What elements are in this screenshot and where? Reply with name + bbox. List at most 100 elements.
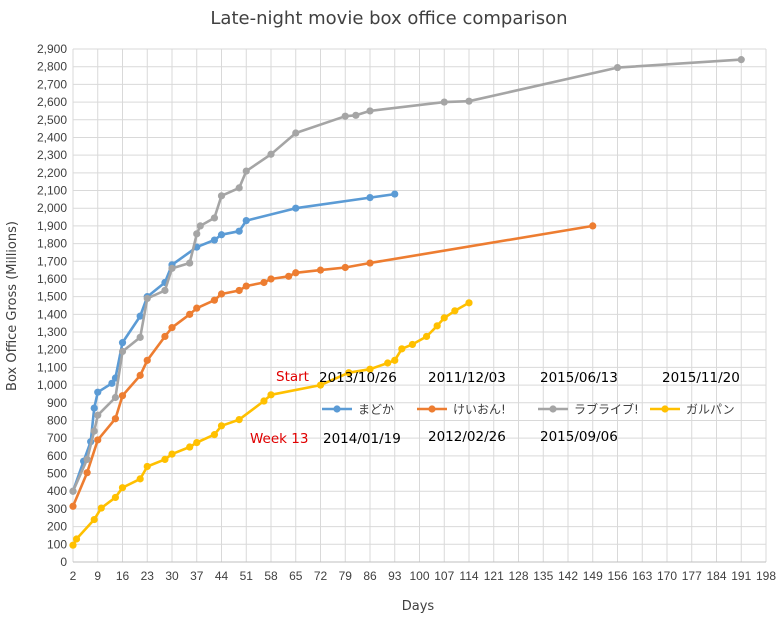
data-point bbox=[242, 282, 250, 290]
data-point bbox=[465, 299, 473, 307]
y-tick-label: 2,000 bbox=[37, 201, 67, 215]
data-point bbox=[94, 388, 102, 396]
gridlines bbox=[72, 48, 767, 563]
data-point bbox=[217, 422, 226, 430]
data-point bbox=[210, 296, 219, 304]
data-point bbox=[168, 450, 176, 458]
data-point bbox=[366, 259, 374, 267]
chart-title: Late-night movie box office comparison bbox=[210, 8, 567, 29]
legend-label: まどか bbox=[358, 403, 394, 417]
y-axis-ticks: 0 100 200 300 400 500 600 700 800 900 1,000 1,100 1,… bbox=[37, 42, 67, 569]
y-tick-label: 500 bbox=[47, 467, 67, 481]
legend-marker bbox=[549, 405, 557, 413]
x-tick-label: 44 bbox=[215, 569, 229, 583]
data-point bbox=[260, 278, 268, 287]
data-point bbox=[267, 150, 275, 158]
y-tick-label: 1,300 bbox=[37, 325, 67, 339]
data-point bbox=[210, 236, 219, 244]
data-point bbox=[391, 356, 399, 364]
data-point bbox=[384, 359, 392, 367]
series-group bbox=[69, 56, 745, 549]
start-date-madoka: 2013/10/26 bbox=[319, 370, 397, 386]
y-tick-label: 2,300 bbox=[37, 148, 67, 162]
x-tick-label: 9 bbox=[94, 569, 101, 583]
y-tick-label: 1,000 bbox=[37, 378, 67, 392]
x-tick-label: 135 bbox=[533, 569, 553, 583]
data-point bbox=[69, 502, 77, 510]
start-date-keion: 2011/12/03 bbox=[428, 370, 506, 386]
y-tick-label: 1,200 bbox=[37, 343, 67, 357]
data-point bbox=[193, 304, 201, 312]
y-tick-label: 900 bbox=[47, 396, 67, 410]
data-point bbox=[143, 462, 151, 471]
data-point bbox=[217, 290, 226, 298]
data-point bbox=[111, 393, 120, 402]
data-point bbox=[118, 484, 127, 492]
legend-label: けいおん! bbox=[453, 403, 506, 417]
data-point bbox=[217, 231, 226, 239]
x-tick-label: 16 bbox=[116, 569, 130, 583]
series-0 bbox=[69, 190, 399, 495]
data-point bbox=[366, 193, 374, 202]
data-point bbox=[161, 455, 169, 463]
data-point bbox=[186, 443, 194, 451]
x-tick-label: 177 bbox=[682, 569, 702, 583]
data-point bbox=[90, 404, 98, 412]
data-point bbox=[235, 227, 243, 235]
x-tick-label: 191 bbox=[731, 569, 751, 583]
x-axis-ticks: 2 9 16 23 30 37 44 51 58 65 72 79 86 93 100 107 114 121 12… bbox=[70, 569, 777, 583]
x-tick-label: 184 bbox=[706, 569, 726, 583]
data-point bbox=[235, 286, 243, 295]
data-point bbox=[398, 345, 406, 353]
data-point bbox=[737, 56, 745, 64]
x-tick-label: 149 bbox=[583, 569, 603, 583]
data-point bbox=[69, 487, 77, 495]
data-point bbox=[136, 371, 144, 379]
data-point bbox=[69, 541, 77, 549]
x-tick-label: 121 bbox=[484, 569, 504, 583]
data-point bbox=[341, 112, 349, 120]
data-point bbox=[161, 332, 169, 341]
data-point bbox=[97, 504, 105, 512]
data-point bbox=[242, 216, 250, 225]
data-point bbox=[136, 312, 144, 320]
data-point bbox=[440, 314, 448, 322]
y-tick-label: 300 bbox=[47, 502, 67, 516]
data-point bbox=[267, 391, 275, 399]
y-tick-label: 800 bbox=[47, 413, 67, 427]
series-3 bbox=[69, 299, 473, 549]
week13-label: Week 13 bbox=[250, 431, 308, 447]
data-point bbox=[90, 427, 98, 435]
y-tick-label: 600 bbox=[47, 449, 67, 463]
x-tick-label: 30 bbox=[165, 569, 179, 583]
data-point bbox=[391, 190, 399, 198]
x-tick-label: 58 bbox=[264, 569, 278, 583]
data-point bbox=[136, 475, 144, 483]
data-point bbox=[136, 333, 144, 341]
x-tick-label: 100 bbox=[409, 569, 429, 583]
x-tick-label: 170 bbox=[657, 569, 677, 583]
legend: まどか けいおん! ラブライブ! ガルパン bbox=[322, 402, 735, 417]
legend-label: ガルパン bbox=[686, 403, 735, 417]
data-point bbox=[161, 286, 169, 295]
x-tick-label: 114 bbox=[459, 569, 478, 583]
x-tick-label: 23 bbox=[141, 569, 155, 583]
data-point bbox=[94, 436, 102, 444]
x-tick-label: 37 bbox=[190, 569, 204, 583]
x-tick-label: 86 bbox=[363, 569, 377, 583]
x-tick-label: 142 bbox=[558, 569, 578, 583]
y-tick-label: 2,400 bbox=[37, 130, 67, 144]
y-tick-label: 200 bbox=[47, 520, 67, 534]
data-point bbox=[292, 129, 300, 137]
y-tick-label: 2,500 bbox=[37, 113, 67, 127]
data-point bbox=[366, 107, 374, 115]
data-point bbox=[316, 266, 325, 274]
y-tick-label: 1,400 bbox=[37, 307, 67, 321]
data-point bbox=[440, 98, 448, 106]
x-axis-title: Days bbox=[402, 599, 435, 614]
data-point bbox=[422, 332, 431, 341]
data-point bbox=[186, 310, 194, 318]
data-point bbox=[143, 356, 151, 364]
data-point bbox=[366, 365, 374, 373]
